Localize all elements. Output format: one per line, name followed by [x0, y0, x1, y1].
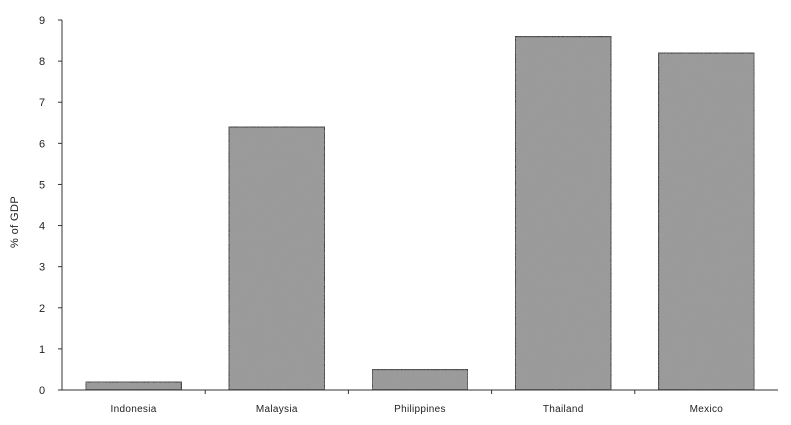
bars-group [84, 35, 756, 391]
bar-thailand [514, 35, 612, 391]
x-category-label: Thailand [543, 404, 584, 415]
bar-mexico [657, 52, 756, 391]
x-category-label: Mexico [690, 404, 724, 415]
y-tick-label: 0 [39, 385, 45, 397]
bar-philippines [371, 368, 469, 391]
y-tick-label: 2 [39, 303, 45, 315]
y-tick-label: 5 [39, 179, 45, 191]
y-tick-label: 6 [39, 138, 45, 150]
y-axis-ticks: 0 1 2 3 4 5 6 7 8 9 [39, 15, 62, 397]
x-axis-ticks [204, 390, 636, 394]
bar-malaysia [228, 126, 326, 391]
y-tick-label: 9 [39, 15, 45, 27]
y-tick-label: 8 [39, 56, 45, 68]
x-category-label: Malaysia [256, 404, 298, 415]
y-axis-title: % of GDP [9, 196, 21, 248]
bar-indonesia [84, 381, 183, 391]
x-axis-labels: Indonesia Malaysia Philippines Thailand Mexi… [111, 404, 724, 415]
x-category-label: Indonesia [111, 404, 157, 415]
y-tick-label: 7 [39, 97, 45, 109]
x-category-label: Philippines [394, 404, 446, 415]
y-tick-label: 3 [39, 262, 45, 274]
y-tick-label: 1 [39, 344, 45, 356]
y-tick-label: 4 [39, 221, 45, 233]
